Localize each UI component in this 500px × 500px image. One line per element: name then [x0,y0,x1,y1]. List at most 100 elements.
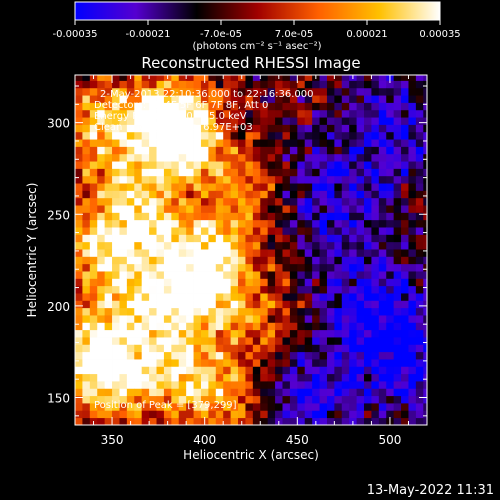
heatmap-cell [230,168,239,177]
heatmap-cell [230,80,239,89]
heatmap-cell [245,366,254,375]
heatmap-cell [334,403,343,411]
heatmap-cell [208,117,217,125]
heatmap-cell [200,271,209,279]
heatmap-cell [223,168,232,177]
y-tick-label: 150 [47,392,70,406]
heatmap-cell [267,417,276,425]
heatmap-cell [223,183,232,191]
heatmap-cell [126,359,135,367]
heatmap-cell [245,80,254,89]
heatmap-cell [386,381,395,389]
heatmap-cell [149,161,157,169]
heatmap-cell [186,109,194,118]
heatmap-cell [200,388,209,397]
heatmap-cell [371,351,380,360]
heatmap-cell [200,256,209,265]
heatmap-cell [267,410,276,419]
heatmap-cell [364,263,372,272]
heatmap-cell [112,256,120,265]
heatmap-cell [356,344,365,353]
heatmap-cell [304,87,313,96]
heatmap-cell [89,227,98,235]
heatmap-cell [104,329,113,338]
heatmap-cell [275,175,283,184]
heatmap-cell [326,256,335,265]
heatmap-cell [230,212,239,221]
heatmap-cell [245,300,254,309]
heatmap-cell [245,139,254,147]
heatmap-cell [75,388,83,397]
heatmap-cell [282,403,291,411]
heatmap-cell [393,153,402,162]
heatmap-cell [341,300,350,309]
heatmap-cell [260,278,269,287]
heatmap-cell [334,329,343,338]
heatmap-cell [326,161,335,169]
heatmap-cell [393,271,402,279]
heatmap-cell [141,373,150,382]
heatmap-cell [378,293,387,301]
heatmap-cell [200,344,209,353]
heatmap-cell [386,403,395,411]
heatmap-cell [171,293,180,301]
heatmap-cell [156,329,165,338]
heatmap-cell [297,205,306,213]
heatmap-cell [349,410,357,419]
heatmap-cell [312,403,320,411]
heatmap-cell [230,344,239,353]
heatmap-cell [334,315,343,323]
heatmap-cell [282,131,291,140]
heatmap-cell [89,95,98,103]
heatmap-cell [341,388,350,397]
heatmap-cell [141,329,150,338]
heatmap-cell [97,344,106,353]
heatmap-cell [163,249,172,257]
heatmap-cell [415,197,424,206]
heatmap-cell [275,263,283,272]
heatmap-cell [267,366,276,375]
heatmap-cell [334,300,343,309]
heatmap-cell [260,227,269,235]
heatmap-cell [163,117,172,125]
heatmap-cell [134,227,143,235]
heatmap-cell [386,87,395,96]
heatmap-cell [149,190,157,199]
heatmap-cell [230,410,239,419]
heatmap-cell [223,117,232,125]
heatmap-cell [260,293,269,301]
heatmap-cell [149,212,157,221]
heatmap-cell [245,95,254,103]
heatmap-cell [371,80,380,89]
heatmap-cell [356,256,365,265]
heatmap-cell [75,124,83,133]
heatmap-cell [304,285,313,294]
heatmap-cell [415,293,424,301]
heatmap-cell [423,234,427,243]
heatmap-cell [200,300,209,309]
heatmap-cell [75,205,83,213]
heatmap-cell [349,117,357,125]
heatmap-cell [260,80,269,89]
heatmap-cell [401,322,409,331]
heatmap-cell [297,131,306,140]
heatmap-cell [82,278,91,287]
heatmap-cell [134,131,143,140]
heatmap-cell [423,175,427,184]
heatmap-cell [104,337,113,345]
heatmap-cell [112,190,120,199]
heatmap-cell [408,300,417,309]
heatmap-cell [149,249,157,257]
heatmap-cell [289,241,298,250]
heatmap-cell [97,381,106,389]
heatmap-cell [386,300,395,309]
heatmap-cell [178,351,187,360]
heatmap-cell [334,271,343,279]
heatmap-cell [82,388,91,397]
heatmap-cell [208,227,217,235]
heatmap-cell [126,190,135,199]
heatmap-cell [341,337,350,345]
heatmap-cell [393,329,402,338]
heatmap-cell [112,337,120,345]
heatmap-cell [312,263,320,272]
